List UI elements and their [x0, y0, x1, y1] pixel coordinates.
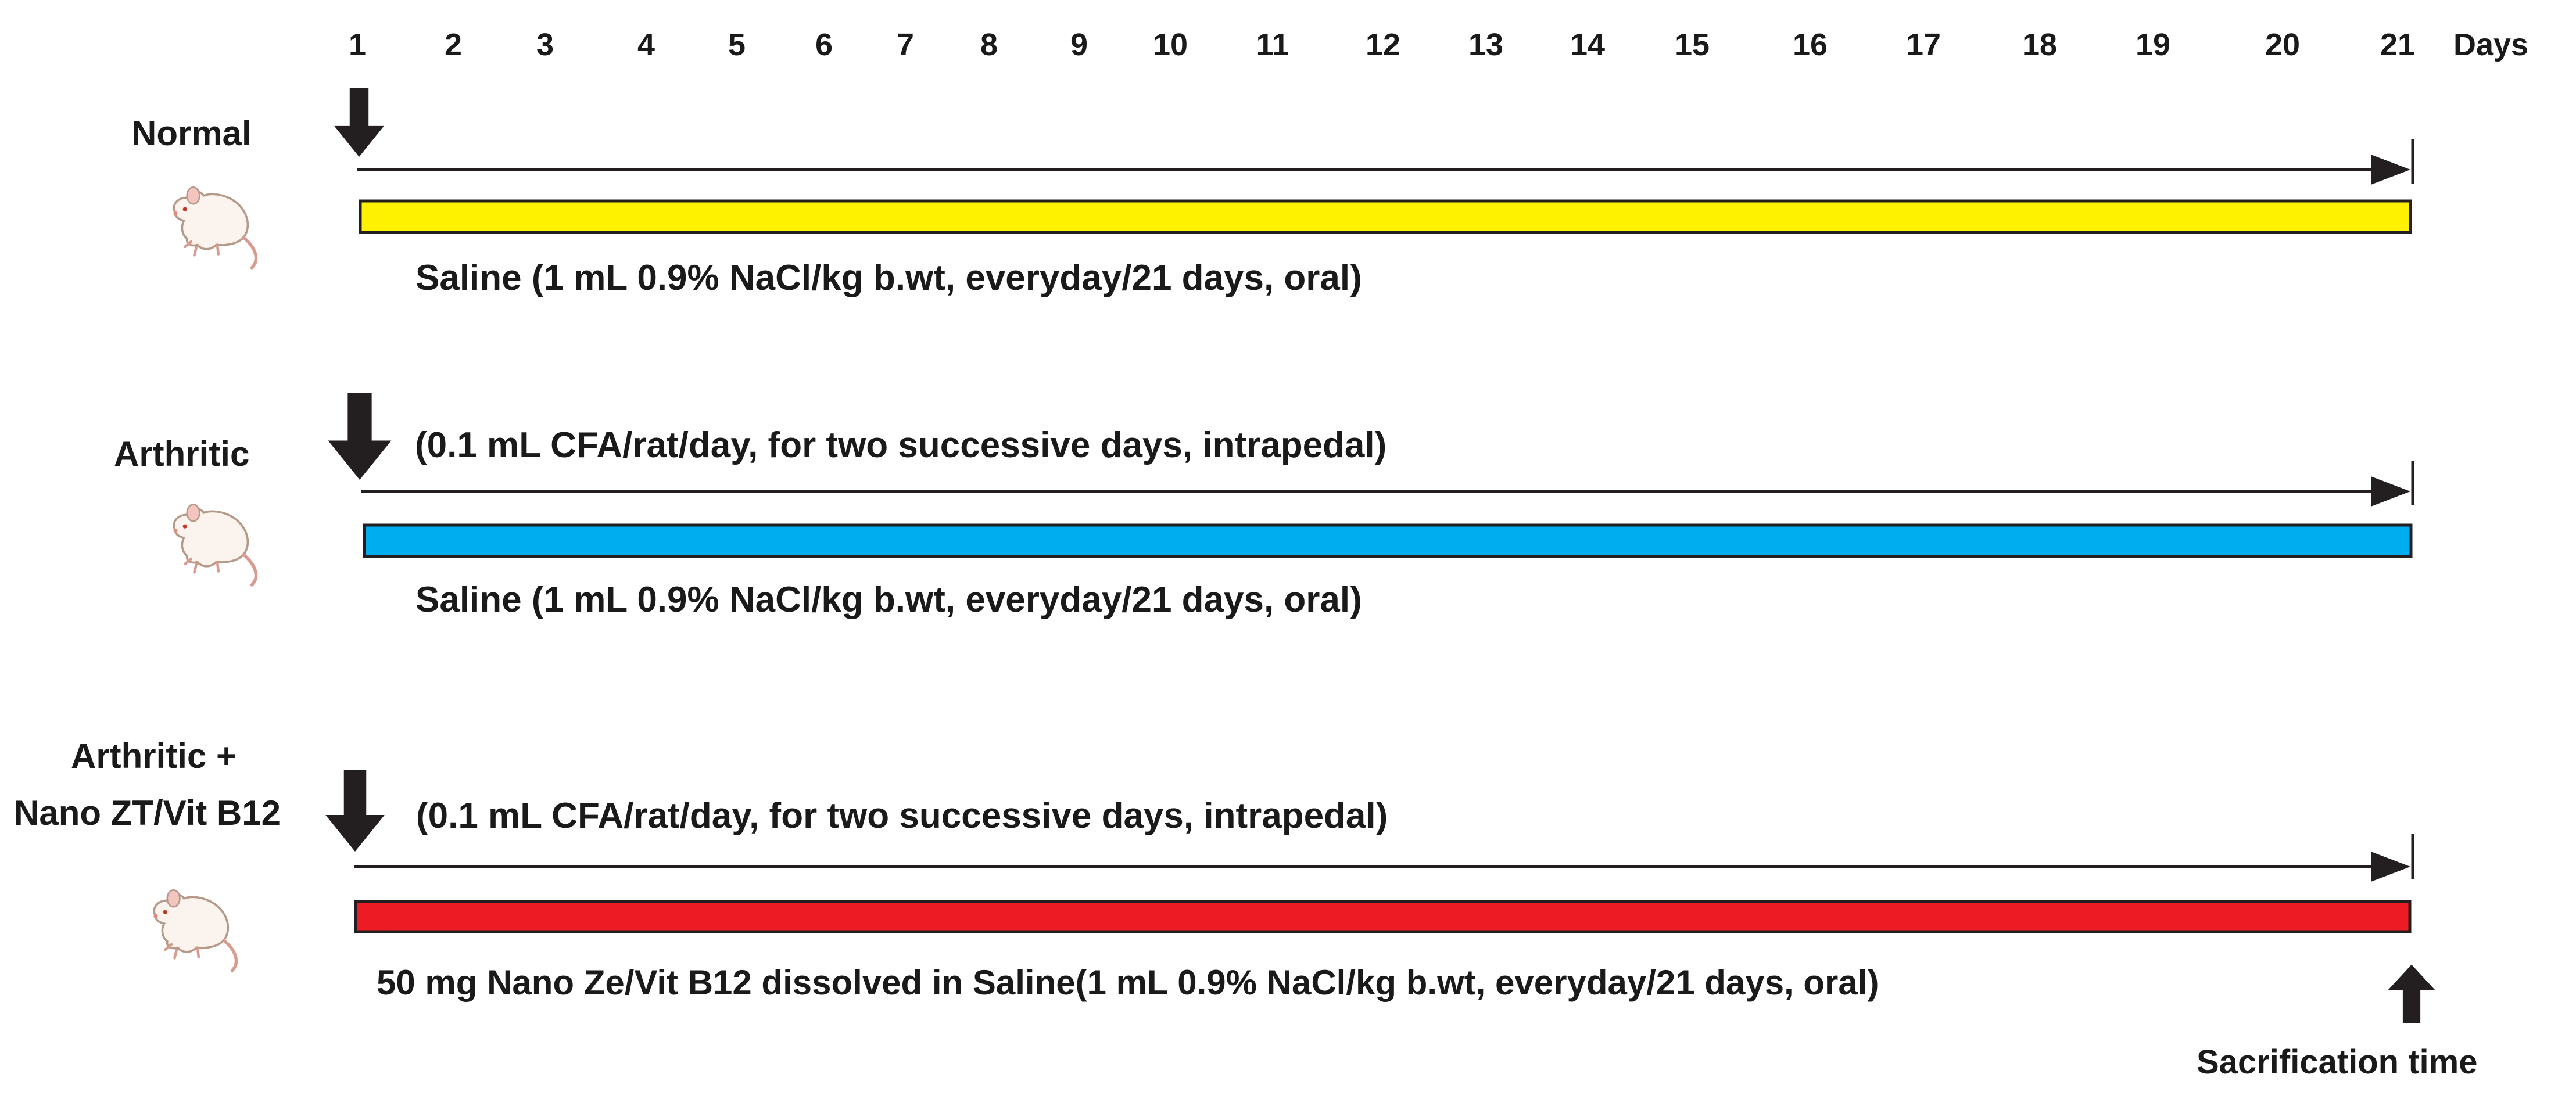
nano-treatment-text: 50 mg Nano Ze/Vit B12 dissolved in Salin… — [377, 963, 1879, 1002]
day-label-17: 17 — [1905, 27, 1941, 62]
day-label-21: 21 — [2380, 27, 2416, 62]
day-label-4: 4 — [637, 27, 655, 62]
timeline-arrowhead-arthritic — [2371, 476, 2410, 507]
rat-icon — [173, 504, 256, 585]
timeline-arrowhead-nano — [2371, 852, 2410, 882]
sacrification-time-label: Sacrification time — [2197, 1043, 2478, 1081]
group-label-normal: Normal — [131, 114, 252, 153]
day-label-9: 9 — [1070, 27, 1088, 62]
arrow-down-icon — [325, 770, 385, 852]
day-label-8: 8 — [980, 27, 998, 62]
day-label-18: 18 — [2022, 27, 2058, 62]
arrow-down-icon — [328, 393, 392, 480]
rat-icon — [153, 890, 236, 971]
day-label-15: 15 — [1674, 27, 1710, 62]
day-label-6: 6 — [815, 27, 833, 62]
day-label-16: 16 — [1792, 27, 1828, 62]
group-label-nano-line2: Nano ZT/Vit B12 — [14, 793, 281, 832]
days-unit-label: Days — [2453, 27, 2529, 62]
normal-treatment-text: Saline (1 mL 0.9% NaCl/kg b.wt, everyday… — [415, 258, 1362, 298]
nano-induction-text: (0.1 mL CFA/rat/day, for two successive … — [416, 796, 1388, 836]
group-label-nano-line1: Arthritic + — [71, 737, 237, 775]
day-label-2: 2 — [444, 27, 463, 62]
day-label-13: 13 — [1468, 27, 1504, 62]
group-label-arthritic: Arthritic — [114, 434, 250, 473]
day-label-19: 19 — [2135, 27, 2171, 62]
day-label-14: 14 — [1570, 27, 1606, 62]
timeline-arrowhead-normal — [2371, 155, 2410, 185]
day-label-20: 20 — [2265, 27, 2301, 62]
arthritic-induction-text: (0.1 mL CFA/rat/day, for two successive … — [415, 425, 1387, 465]
arrow-down-icon — [334, 88, 384, 157]
rat-icon — [173, 187, 256, 268]
treatment-bar-nano — [354, 900, 2412, 933]
day-label-3: 3 — [536, 27, 554, 62]
day-label-5: 5 — [728, 27, 746, 62]
day-label-1: 1 — [348, 27, 367, 62]
arrow-up-icon — [2388, 964, 2435, 1023]
day-label-11: 11 — [1256, 27, 1289, 62]
arthritic-treatment-text: Saline (1 mL 0.9% NaCl/kg b.wt, everyday… — [415, 580, 1362, 620]
treatment-bar-normal — [359, 199, 2412, 234]
day-label-7: 7 — [896, 27, 915, 62]
treatment-bar-arthritic — [363, 523, 2413, 558]
day-label-12: 12 — [1365, 27, 1401, 62]
day-label-10: 10 — [1152, 27, 1188, 62]
